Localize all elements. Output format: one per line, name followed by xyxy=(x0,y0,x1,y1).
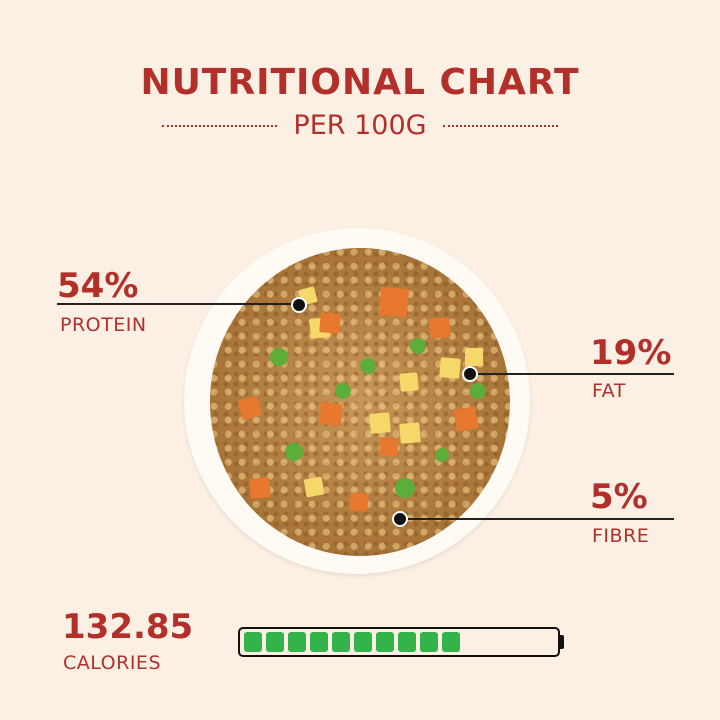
battery-segment xyxy=(288,632,306,652)
vegetable-cube xyxy=(465,348,483,366)
battery-segment xyxy=(420,632,438,652)
vegetable-cube xyxy=(349,492,369,512)
battery-segment xyxy=(442,632,460,652)
battery-segment xyxy=(354,632,372,652)
fibre-percent: 5% xyxy=(590,477,648,517)
fibre-leader-line xyxy=(400,518,674,520)
pea xyxy=(360,358,376,374)
protein-leader-line xyxy=(57,303,297,305)
pea xyxy=(335,383,351,399)
battery-segment xyxy=(244,632,262,652)
pea xyxy=(470,383,486,399)
pea xyxy=(395,478,415,498)
pea xyxy=(435,448,449,462)
calories-value: 132.85 xyxy=(62,607,194,647)
calories-label: CALORIES xyxy=(63,652,161,674)
battery-segment xyxy=(266,632,284,652)
battery-tip xyxy=(560,635,564,649)
vegetable-cube xyxy=(439,357,461,379)
battery-segment xyxy=(332,632,350,652)
food-image xyxy=(210,248,510,556)
vegetable-cube xyxy=(369,412,391,434)
vegetable-cube xyxy=(399,422,421,444)
pea xyxy=(270,348,288,366)
vegetable-cube xyxy=(399,372,419,392)
vegetable-cube xyxy=(379,437,399,457)
pea xyxy=(410,338,426,354)
vegetable-cube xyxy=(249,477,271,499)
vegetable-cube xyxy=(429,317,451,339)
protein-percent: 54% xyxy=(57,266,139,306)
vegetable-cube xyxy=(303,476,325,498)
vegetable-cube xyxy=(453,406,479,432)
vegetable-cube xyxy=(237,395,263,421)
chart-title: NUTRITIONAL CHART xyxy=(140,62,580,103)
fat-percent: 19% xyxy=(590,333,672,373)
dotted-divider-left xyxy=(162,124,278,127)
vegetable-cube xyxy=(319,402,343,426)
fat-leader-line xyxy=(470,373,674,375)
battery-segment xyxy=(310,632,328,652)
dotted-divider-right xyxy=(442,124,558,127)
fibre-label: FIBRE xyxy=(592,525,650,547)
pea xyxy=(285,443,303,461)
battery-segment xyxy=(376,632,394,652)
protein-label: PROTEIN xyxy=(60,314,147,336)
vegetable-cube xyxy=(378,286,410,318)
subtitle-row: PER 100G xyxy=(0,110,720,141)
fibre-marker xyxy=(392,511,408,527)
fat-marker xyxy=(462,366,478,382)
fat-label: FAT xyxy=(592,380,626,402)
battery-segment xyxy=(398,632,416,652)
chart-subtitle: PER 100G xyxy=(293,110,427,141)
vegetable-cube xyxy=(319,312,341,334)
protein-marker xyxy=(291,297,307,313)
calories-battery-bar xyxy=(238,627,560,657)
